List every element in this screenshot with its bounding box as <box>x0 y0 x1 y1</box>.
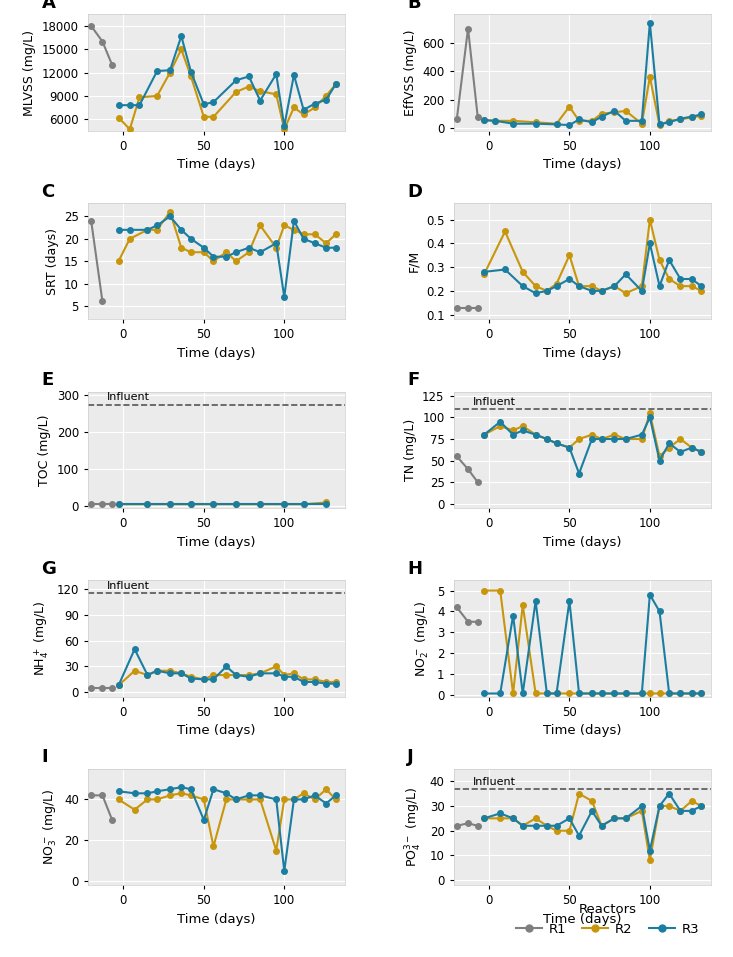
X-axis label: Time (days): Time (days) <box>177 724 256 737</box>
X-axis label: Time (days): Time (days) <box>543 536 622 548</box>
Y-axis label: EffVSS (mg/L): EffVSS (mg/L) <box>404 30 417 116</box>
Text: I: I <box>42 748 48 767</box>
Y-axis label: PO$_4^{3-}$ (mg/L): PO$_4^{3-}$ (mg/L) <box>404 787 424 867</box>
Y-axis label: NH$_4^+$ (mg/L): NH$_4^+$ (mg/L) <box>32 601 51 676</box>
Text: C: C <box>42 183 55 201</box>
Text: A: A <box>42 0 56 12</box>
Y-axis label: TOC (mg/L): TOC (mg/L) <box>38 414 51 485</box>
X-axis label: Time (days): Time (days) <box>177 347 256 360</box>
X-axis label: Time (days): Time (days) <box>543 347 622 360</box>
Y-axis label: F/M: F/M <box>408 250 420 272</box>
Text: Influent: Influent <box>107 581 150 591</box>
X-axis label: Time (days): Time (days) <box>177 913 256 925</box>
Text: D: D <box>408 183 422 201</box>
Text: F: F <box>408 371 419 389</box>
Text: E: E <box>42 371 54 389</box>
Legend: R1, R2, R3: R1, R2, R3 <box>510 898 704 941</box>
X-axis label: Time (days): Time (days) <box>177 158 256 171</box>
Text: J: J <box>408 748 414 767</box>
Text: Influent: Influent <box>473 397 516 407</box>
Text: H: H <box>408 560 422 578</box>
Y-axis label: TN (mg/L): TN (mg/L) <box>404 418 416 481</box>
Text: Influent: Influent <box>107 392 150 403</box>
Y-axis label: NO$_2^-$ (mg/L): NO$_2^-$ (mg/L) <box>414 600 432 677</box>
Y-axis label: SRT (days): SRT (days) <box>45 228 59 295</box>
X-axis label: Time (days): Time (days) <box>177 536 256 548</box>
Text: Influent: Influent <box>473 777 516 787</box>
X-axis label: Time (days): Time (days) <box>543 158 622 171</box>
Text: B: B <box>408 0 421 12</box>
Y-axis label: NO$_3^-$ (mg/L): NO$_3^-$ (mg/L) <box>41 789 59 865</box>
X-axis label: Time (days): Time (days) <box>543 913 622 925</box>
Text: G: G <box>42 560 56 578</box>
X-axis label: Time (days): Time (days) <box>543 724 622 737</box>
Y-axis label: MLVSS (mg/L): MLVSS (mg/L) <box>23 30 36 116</box>
